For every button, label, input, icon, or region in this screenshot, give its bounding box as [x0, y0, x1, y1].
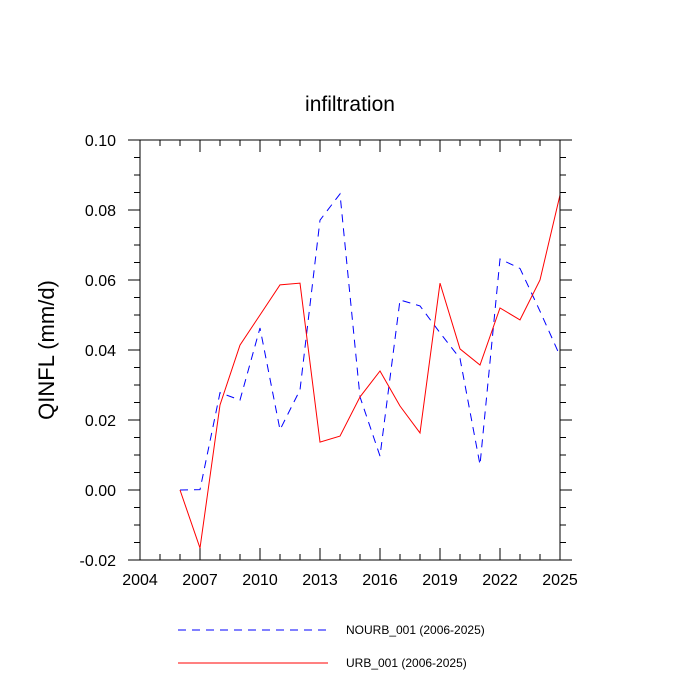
- x-tick-label: 2004: [122, 572, 158, 589]
- y-tick-label: -0.02: [80, 553, 117, 570]
- legend-label: URB_001 (2006-2025): [346, 656, 467, 670]
- series-layer: [179, 192, 561, 549]
- legend: NOURB_001 (2006-2025) URB_001 (2006-2025): [178, 623, 485, 670]
- y-tick-label: 0.00: [85, 483, 116, 500]
- series-line-1: [179, 192, 561, 491]
- legend-label: NOURB_001 (2006-2025): [346, 623, 485, 637]
- x-tick-label: 2013: [302, 572, 338, 589]
- x-tick-label: 2016: [362, 572, 398, 589]
- y-tick-label: 0.04: [85, 343, 116, 360]
- y-tick-label: 0.10: [85, 133, 116, 150]
- x-tick-label: 2025: [542, 572, 578, 589]
- x-tick-label: 2010: [242, 572, 278, 589]
- series-line-2: [179, 194, 561, 549]
- plot-frame: [139, 139, 561, 561]
- x-tick-label: 2007: [182, 572, 218, 589]
- axis-ticks: 2004 2007 2010 2013 2016 2019 2022 2025 -0.02 0.0…: [80, 133, 578, 589]
- y-tick-label: 0.02: [85, 413, 116, 430]
- y-tick-label: 0.08: [85, 203, 116, 220]
- chart-title: infiltration: [305, 93, 395, 116]
- y-axis-label: QINFL (mm/d): [34, 280, 59, 420]
- x-tick-label: 2022: [482, 572, 518, 589]
- x-tick-label: 2019: [422, 572, 458, 589]
- y-tick-label: 0.06: [85, 273, 116, 290]
